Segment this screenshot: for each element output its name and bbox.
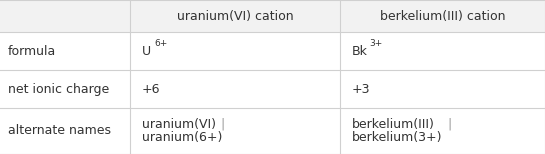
Text: berkelium(III): berkelium(III) xyxy=(352,118,435,131)
Text: +6: +6 xyxy=(142,83,160,95)
Text: Bk: Bk xyxy=(352,45,368,57)
Text: uranium(VI): uranium(VI) xyxy=(142,118,216,131)
Text: 3+: 3+ xyxy=(369,38,382,47)
Text: formula: formula xyxy=(8,45,56,57)
Text: uranium(VI) cation: uranium(VI) cation xyxy=(177,10,293,22)
Text: +3: +3 xyxy=(352,83,371,95)
Text: alternate names: alternate names xyxy=(8,124,111,138)
Text: uranium(6+): uranium(6+) xyxy=(142,131,222,144)
Bar xyxy=(0,0,545,32)
Text: U: U xyxy=(142,45,151,57)
Text: berkelium(III) cation: berkelium(III) cation xyxy=(380,10,505,22)
Text: 6+: 6+ xyxy=(154,38,167,47)
Text: berkelium(3+): berkelium(3+) xyxy=(352,131,443,144)
Text: |: | xyxy=(447,118,451,131)
Text: net ionic charge: net ionic charge xyxy=(8,83,109,95)
Text: |: | xyxy=(220,118,224,131)
